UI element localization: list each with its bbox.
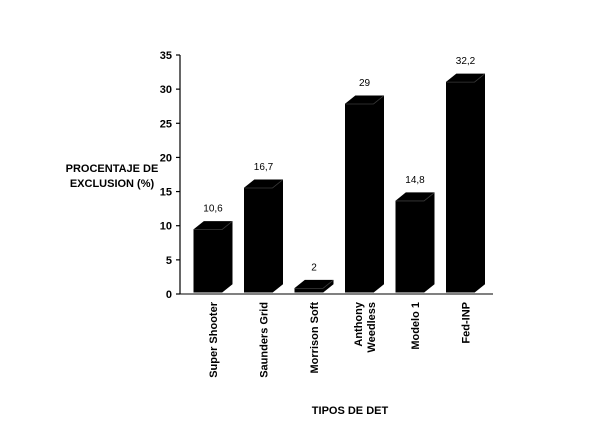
bar-body xyxy=(446,73,485,293)
x-tick-label-line: Saunders Grid xyxy=(259,302,271,378)
bar-top-edge xyxy=(446,73,485,83)
bar-top-edge xyxy=(345,95,384,105)
x-axis-title: TIPOS DE DET xyxy=(312,405,389,417)
x-tick-label: Morrison Soft xyxy=(309,302,321,374)
data-label: 14,8 xyxy=(405,175,425,186)
x-tick-label-line: Weedless xyxy=(366,302,378,353)
x-tick-label-line: Morrison Soft xyxy=(309,302,321,374)
bar xyxy=(446,73,485,293)
x-tick-label: AnthonyWeedless xyxy=(353,301,378,352)
data-label: 10,6 xyxy=(203,204,223,215)
data-labels: 10,6 16,7 2 29 14,8 32,2 xyxy=(203,56,475,273)
x-tick-label: Modelo 1 xyxy=(410,302,422,350)
y-tick-label: 5 xyxy=(166,255,172,267)
bar xyxy=(294,279,334,293)
x-tick-label-line: Super Shooter xyxy=(208,301,220,378)
x-tick-label-line: Fed-INP xyxy=(461,302,473,344)
y-axis-title: PROCENTAJE DE EXCLUSION (%) xyxy=(66,163,159,190)
bar xyxy=(244,179,283,293)
x-tick-label-line: Modelo 1 xyxy=(410,302,422,350)
bars xyxy=(193,73,485,293)
y-tick-label: 30 xyxy=(160,84,172,96)
y-tick-label: 15 xyxy=(160,187,172,199)
bar-body xyxy=(294,279,334,293)
y-tick-label: 0 xyxy=(166,289,172,301)
bar xyxy=(395,192,435,293)
y-axis-title-line: EXCLUSION (%) xyxy=(70,178,155,190)
data-label: 2 xyxy=(311,262,317,273)
bar-top-edge xyxy=(396,192,435,202)
bar-top-edge xyxy=(244,179,283,189)
data-label: 32,2 xyxy=(456,56,476,67)
bar-body xyxy=(193,221,233,293)
y-tick-label: 25 xyxy=(160,118,172,130)
y-tick-label: 20 xyxy=(160,152,172,164)
bar-top-edge xyxy=(295,280,334,289)
x-axis-categories: Super Shooter Saunders Grid Morrison Soft A… xyxy=(208,301,473,378)
y-axis: 0 5 10 15 20 25 30 35 xyxy=(160,50,493,301)
bar xyxy=(345,95,384,293)
bar-body xyxy=(244,179,283,293)
bar xyxy=(193,221,233,293)
x-tick-label-line: Anthony xyxy=(353,301,365,346)
data-label: 29 xyxy=(359,78,371,89)
x-tick-label: Super Shooter xyxy=(208,301,220,378)
y-tick-label: 10 xyxy=(160,221,172,233)
x-tick-label: Saunders Grid xyxy=(259,302,271,378)
bar-top-edge xyxy=(194,221,233,231)
data-label: 16,7 xyxy=(254,162,274,173)
y-axis-title-line: PROCENTAJE DE xyxy=(66,163,159,175)
x-tick-label: Fed-INP xyxy=(461,302,473,344)
y-tick-label: 35 xyxy=(160,50,172,62)
bar-body xyxy=(345,95,384,293)
bar-body xyxy=(395,192,435,293)
